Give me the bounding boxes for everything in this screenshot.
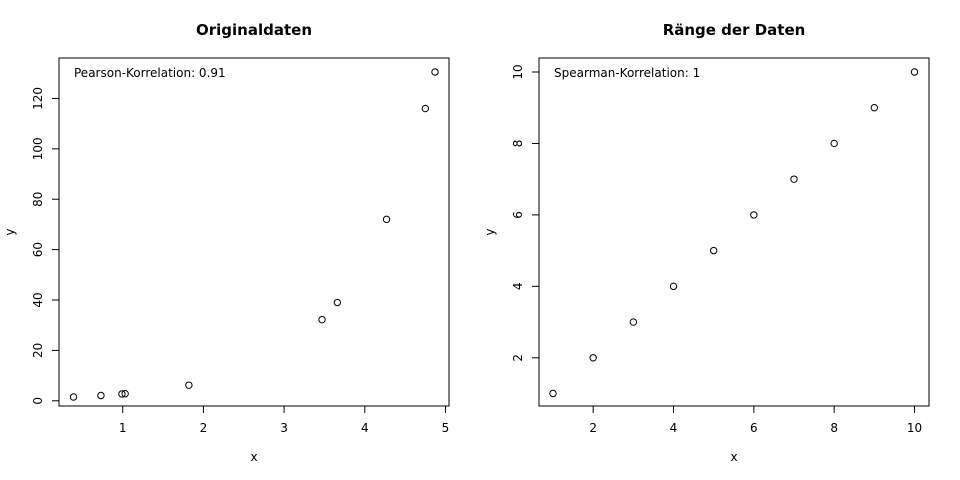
y-tick-label: 4 (511, 283, 525, 291)
x-tick-label: 2 (589, 421, 597, 435)
data-point (431, 68, 439, 76)
data-point (709, 246, 718, 255)
chart-title: Ränge der Daten (663, 21, 806, 39)
y-tick-label: 80 (31, 192, 45, 207)
data-point (382, 215, 391, 224)
plot-frame (58, 57, 450, 407)
y-tick-label: 8 (511, 140, 525, 148)
x-tick-label: 3 (280, 421, 288, 435)
data-point (185, 381, 193, 389)
chart-title: Originaldaten (196, 21, 312, 39)
data-point (97, 391, 105, 400)
chart-panel-pearson: Originaldaten Pearson-Korrelation: 0.91 … (3, 21, 450, 464)
y-tick-label: 20 (31, 343, 45, 358)
y-axis-label: y (483, 228, 497, 235)
data-point (629, 318, 638, 326)
data-point (669, 282, 678, 291)
x-tick-label: 4 (361, 421, 369, 435)
data-point (69, 393, 78, 401)
x-tick-label: 5 (442, 421, 450, 435)
y-tick-label: 10 (511, 64, 525, 79)
y-tick-label: 6 (511, 211, 525, 219)
y-tick-label: 40 (31, 292, 45, 307)
y-tick-label: 60 (31, 242, 45, 257)
data-point (830, 139, 838, 148)
data-point (870, 104, 879, 112)
x-axis-label: x (250, 450, 257, 464)
plot-frame (538, 57, 930, 407)
data-point (750, 211, 758, 219)
x-tick-label: 6 (750, 421, 758, 435)
data-point (910, 68, 919, 76)
x-tick-label: 1 (119, 421, 127, 435)
x-tick-label: 10 (907, 421, 922, 435)
data-points (549, 68, 919, 398)
y-tick-label: 0 (31, 397, 45, 405)
data-point (549, 389, 557, 398)
x-tick-label: 2 (200, 421, 208, 435)
data-point (121, 390, 129, 398)
chart-panel-spearman: Ränge der Daten Spearman-Korrelation: 1 … (483, 21, 930, 464)
data-point (790, 175, 798, 183)
correlation-annotation: Pearson-Korrelation: 0.91 (74, 66, 226, 80)
correlation-annotation: Spearman-Korrelation: 1 (554, 66, 700, 80)
y-tick-label: 2 (511, 354, 525, 362)
y-tick-label: 120 (31, 87, 45, 110)
x-tick-label: 8 (830, 421, 838, 435)
x-axis-ticks: 2 4 6 8 10 (589, 406, 922, 435)
data-point (421, 104, 430, 113)
y-axis-label: y (3, 228, 17, 235)
x-axis-ticks: 1 2 3 4 5 (119, 406, 449, 435)
x-tick-label: 4 (670, 421, 678, 435)
y-axis-ticks: 0 20 40 60 80 100 120 (31, 87, 59, 405)
data-point (589, 354, 597, 362)
data-points (69, 68, 439, 401)
y-tick-label: 100 (31, 137, 45, 160)
data-point (333, 298, 342, 307)
data-point (118, 390, 126, 398)
x-axis-label: x (730, 450, 737, 464)
data-point (318, 315, 326, 324)
y-axis-ticks: 2 4 6 8 10 (511, 64, 539, 362)
